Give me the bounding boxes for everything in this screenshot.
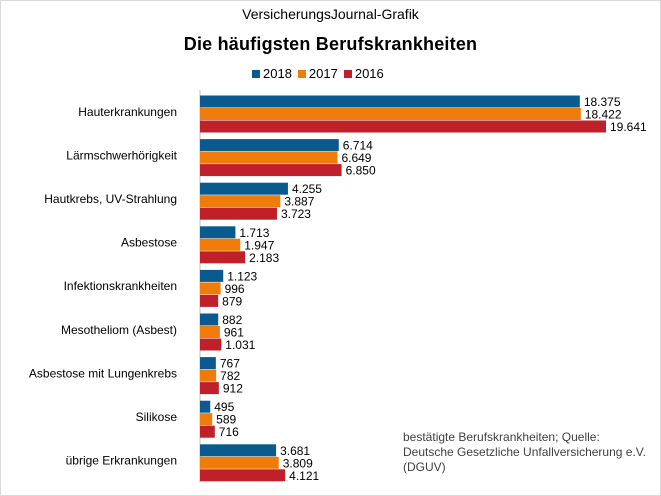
data-label: 782	[220, 369, 240, 383]
category-label: Silikose	[136, 410, 178, 424]
data-label: 716	[219, 425, 239, 439]
chart-source-line: VersicherungsJournal-Grafik	[242, 6, 419, 22]
legend-label: 2017	[308, 66, 338, 81]
category-label: Asbestose mit Lungenkrebs	[29, 366, 177, 380]
bar-2016	[200, 469, 286, 482]
bar-2018	[200, 269, 224, 282]
category-label: übrige Erkrankungen	[66, 454, 177, 468]
data-label: 19.641	[610, 120, 647, 134]
data-label: 3.887	[284, 195, 314, 209]
bar-2016	[200, 251, 246, 264]
category-label: Hautkrebs, UV-Strahlung	[44, 192, 177, 206]
bar-2017	[200, 413, 213, 426]
legend-swatch	[252, 69, 260, 78]
chart-title: Die häufigsten Berufskrankheiten	[183, 34, 478, 54]
bar-2018	[200, 139, 339, 152]
data-label: 996	[225, 282, 245, 296]
legend-item-2016: 2016	[343, 66, 384, 81]
bar-2017	[200, 108, 581, 120]
data-label: 589	[216, 413, 236, 427]
bar-2018	[200, 400, 211, 413]
bar-2017	[200, 326, 220, 338]
data-label: 879	[222, 294, 242, 308]
bar-2017	[200, 151, 338, 164]
legend-label: 2018	[263, 66, 292, 81]
data-label: 1.123	[227, 269, 257, 283]
bar-2016	[200, 338, 222, 351]
legend-item-2018: 2018	[252, 66, 292, 81]
data-label: 3.681	[280, 444, 310, 458]
data-label: 1.947	[244, 238, 274, 252]
data-label: 3.723	[281, 207, 311, 221]
bar-2016	[200, 425, 215, 438]
bar-2017	[200, 456, 279, 469]
legend-item-2017: 2017	[297, 66, 338, 81]
bar-2018	[200, 226, 236, 239]
category-label: Infektionskrankheiten	[64, 279, 177, 293]
data-label: 495	[214, 400, 234, 414]
bar-2017	[200, 195, 281, 208]
legend-swatch	[343, 69, 352, 78]
data-label: 6.649	[341, 151, 371, 165]
data-label: 4.255	[292, 182, 322, 196]
bar-2016	[200, 164, 342, 177]
data-label: 1.031	[225, 338, 255, 352]
bar-2018	[200, 357, 216, 370]
bar-2018	[200, 313, 219, 326]
bar-2018	[200, 95, 580, 108]
category-label: Hauterkrankungen	[78, 105, 177, 119]
legend-swatch	[297, 69, 306, 78]
chart-note: bestätigte Berufskrankheiten; Quelle: De…	[403, 430, 647, 474]
bar-2017	[200, 238, 241, 251]
data-label: 3.809	[283, 456, 313, 470]
bar-2018	[200, 444, 277, 457]
bar-2018	[200, 182, 288, 195]
bar-2016	[200, 120, 606, 133]
data-label: 6.714	[343, 139, 373, 153]
data-label: 961	[224, 326, 244, 340]
data-label: 1.713	[239, 226, 269, 240]
data-label: 2.183	[249, 251, 279, 265]
bar-2016	[200, 382, 219, 395]
data-label: 18.375	[584, 95, 621, 109]
data-label: 767	[220, 357, 240, 371]
category-label: Mesotheliom (Asbest)	[61, 323, 177, 337]
data-label: 6.850	[346, 164, 376, 178]
category-label: Lärmschwerhörigkeit	[66, 148, 177, 162]
bar-2017	[200, 282, 221, 295]
data-label: 912	[223, 382, 243, 396]
data-label: 882	[222, 313, 242, 327]
data-label: 18.422	[585, 108, 622, 122]
chart-legend: 2018 2017 2016	[252, 66, 390, 81]
bar-2016	[200, 294, 219, 307]
bar-2017	[200, 369, 217, 382]
bar-2016	[200, 207, 277, 220]
legend-label: 2016	[354, 66, 384, 81]
data-label: 4.121	[289, 469, 319, 483]
category-label: Asbestose	[121, 236, 177, 250]
